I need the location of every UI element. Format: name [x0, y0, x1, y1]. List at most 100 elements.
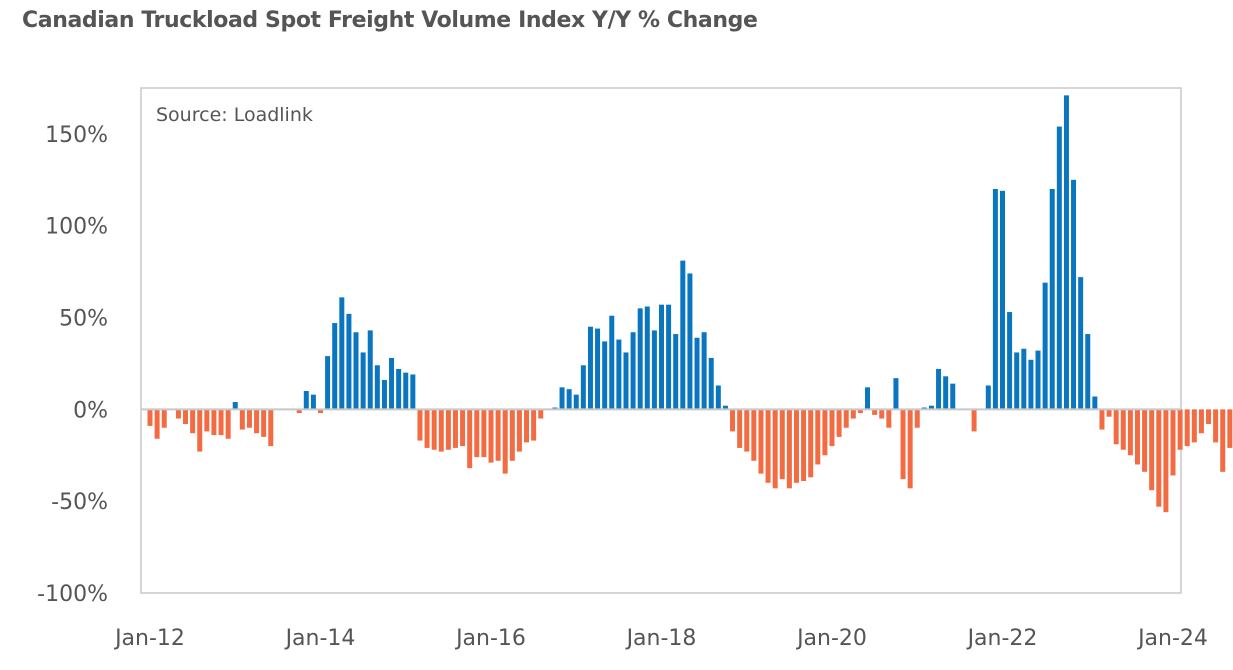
- bar-negative: [261, 409, 267, 437]
- bar-positive: [637, 308, 643, 410]
- bar-positive: [1071, 179, 1077, 410]
- bar-negative: [765, 409, 771, 483]
- bar-negative: [1149, 409, 1155, 491]
- bar-positive: [616, 339, 622, 410]
- bar-positive: [360, 352, 366, 410]
- bar-positive: [396, 368, 402, 410]
- bar-positive: [630, 332, 636, 410]
- bar-positive: [1021, 348, 1027, 410]
- bar-negative: [183, 409, 189, 425]
- bar-negative: [730, 409, 736, 432]
- bar-positive: [559, 387, 565, 410]
- bar-positive: [1000, 190, 1005, 410]
- bar-negative: [474, 409, 480, 458]
- bar-positive: [374, 365, 380, 410]
- bar-negative: [886, 409, 892, 428]
- bar-positive: [708, 357, 714, 410]
- bar-positive: [1085, 334, 1091, 410]
- bar-negative: [190, 409, 196, 434]
- bar-negative: [900, 409, 906, 480]
- bar-negative: [1191, 409, 1197, 443]
- y-tick-label: -50%: [51, 490, 108, 515]
- bar-negative: [1163, 409, 1169, 513]
- bar-positive: [694, 337, 700, 410]
- bar-positive: [1063, 95, 1069, 410]
- bar-negative: [204, 409, 210, 432]
- bar-positive: [651, 330, 657, 410]
- bar-negative: [786, 409, 792, 489]
- bar-positive: [587, 326, 593, 410]
- bar-positive: [303, 391, 309, 410]
- bar-positive: [602, 341, 608, 410]
- bar-negative: [1142, 409, 1148, 472]
- x-tick-label: Jan-14: [284, 626, 356, 651]
- bar-positive: [673, 334, 679, 410]
- bar-positive: [1014, 352, 1020, 410]
- bar-negative: [779, 409, 785, 480]
- bar-negative: [225, 409, 231, 439]
- bar-negative: [1156, 409, 1162, 507]
- bar-negative: [488, 409, 494, 463]
- bar-negative: [147, 409, 153, 426]
- y-tick-label: -100%: [37, 582, 108, 607]
- bar-positive: [1056, 126, 1062, 410]
- bar-negative: [1206, 409, 1212, 425]
- x-tick-label: Jan-20: [795, 626, 867, 651]
- bar-negative: [829, 409, 835, 447]
- bar-negative: [836, 409, 842, 437]
- bar-positive: [353, 332, 359, 410]
- bar-positive: [666, 304, 672, 410]
- y-tick-label: 50%: [59, 307, 108, 332]
- bar-positive: [943, 376, 949, 410]
- bar-positive: [644, 306, 650, 410]
- bar-negative: [1213, 409, 1219, 443]
- bar-negative: [772, 409, 778, 489]
- bar-negative: [538, 409, 544, 419]
- bar-positive: [623, 352, 629, 410]
- bar-negative: [424, 409, 430, 448]
- bar-negative: [971, 409, 977, 432]
- bar-negative: [495, 409, 501, 461]
- bar-negative: [1099, 409, 1105, 430]
- bar-negative: [417, 409, 423, 441]
- bar-positive: [332, 323, 338, 410]
- bar-positive: [325, 356, 331, 410]
- bar-negative: [907, 409, 913, 489]
- bar-negative: [218, 409, 224, 436]
- bar-negative: [872, 409, 878, 415]
- bar-negative: [1106, 409, 1112, 417]
- bar-positive: [1078, 277, 1084, 410]
- bar-positive: [346, 313, 352, 410]
- bar-negative: [1198, 409, 1204, 434]
- bar-negative: [879, 409, 885, 419]
- y-tick-label: 0%: [73, 398, 108, 423]
- bar-positive: [1049, 189, 1055, 410]
- bar-negative: [1220, 409, 1226, 472]
- bar-positive: [339, 297, 345, 410]
- y-tick-label: 150%: [45, 123, 108, 148]
- bar-negative: [445, 409, 451, 450]
- bar-positive: [936, 368, 942, 410]
- bar-negative: [438, 409, 444, 452]
- bar-positive: [1042, 282, 1048, 410]
- bar-negative: [1184, 409, 1190, 447]
- x-tick-label: Jan-16: [454, 626, 526, 651]
- bar-negative: [815, 409, 821, 465]
- bar-negative: [296, 409, 302, 414]
- bar-negative: [1113, 409, 1119, 445]
- bar-negative: [737, 409, 743, 448]
- bar-negative: [758, 409, 764, 474]
- bar-positive: [701, 332, 707, 410]
- bar-positive: [1028, 359, 1034, 410]
- bar-negative: [509, 409, 515, 461]
- bar-positive: [893, 378, 899, 410]
- bar-negative: [452, 409, 458, 448]
- bar-negative: [467, 409, 473, 469]
- bar-negative: [431, 409, 437, 450]
- bar-positive: [1092, 396, 1098, 410]
- bar-negative: [460, 409, 466, 447]
- bar-positive: [722, 405, 728, 410]
- bar-positive: [865, 387, 871, 410]
- bar-negative: [531, 409, 537, 441]
- bar-positive: [687, 273, 693, 410]
